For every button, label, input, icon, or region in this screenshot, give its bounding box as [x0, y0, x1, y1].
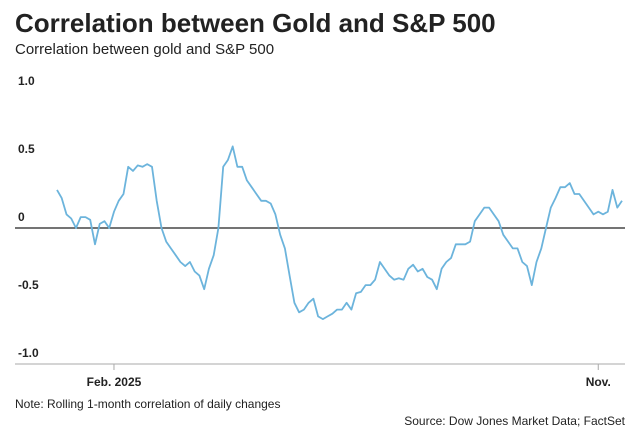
- x-tick-label: Feb. 2025: [87, 375, 142, 389]
- y-tick-label: 0: [18, 210, 25, 224]
- source: Source: Dow Jones Market Data; FactSet: [404, 414, 625, 428]
- chart-subtitle: Correlation between gold and S&P 500: [15, 41, 274, 58]
- note: Note: Rolling 1-month correlation of dai…: [15, 397, 280, 411]
- x-tick-label: Nov.: [586, 375, 611, 389]
- y-tick-label: 1.0: [18, 74, 35, 88]
- y-tick-label: -0.5: [18, 278, 39, 292]
- chart-title: Correlation between Gold and S&P 500: [15, 8, 496, 38]
- y-tick-label: -1.0: [18, 346, 39, 360]
- data-line: [56, 145, 623, 320]
- y-tick-label: 0.5: [18, 142, 35, 156]
